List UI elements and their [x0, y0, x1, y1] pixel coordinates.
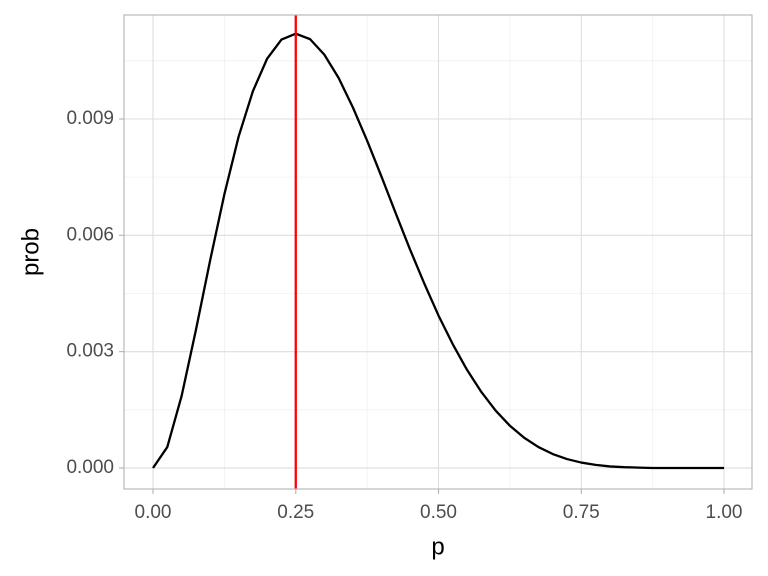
line: [152, 32, 725, 470]
x-tick-label: 0.75: [563, 502, 600, 523]
y-tick-label: 0.006: [66, 224, 114, 245]
y-axis-label: prob: [17, 228, 44, 276]
panel-border: [123, 14, 753, 490]
y-tick-label: 0.003: [66, 341, 114, 362]
x-tick-label: 0.50: [420, 502, 457, 523]
x-tick-label: 0.00: [135, 502, 172, 523]
x-tick-label: 1.00: [706, 502, 743, 523]
x-tick-label: 0.25: [277, 502, 314, 523]
y-tick-label: 0.009: [66, 108, 114, 129]
x-axis-label: p: [431, 533, 444, 560]
y-tick-label: 0.000: [66, 457, 114, 478]
